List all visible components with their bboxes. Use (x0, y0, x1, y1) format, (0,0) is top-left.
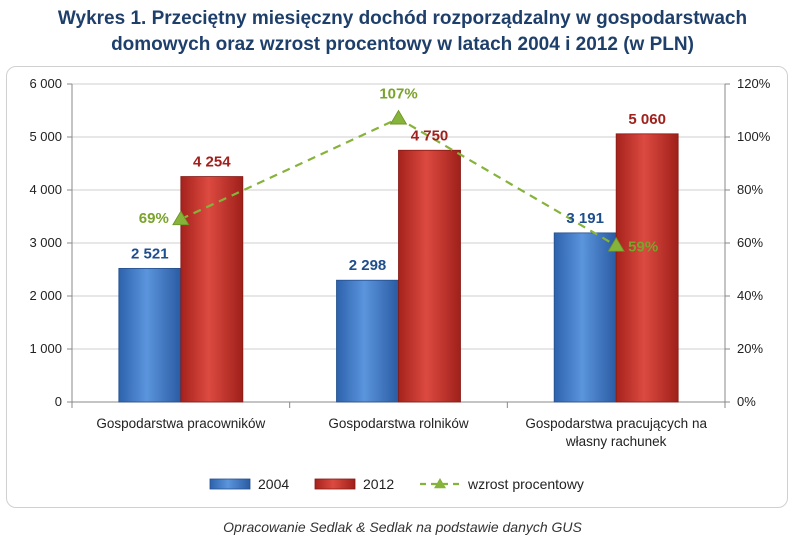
legend-label: 2004 (258, 476, 289, 492)
growth-line (172, 109, 625, 252)
bar-2012 (615, 133, 679, 403)
y-tick-label: 3 000 (29, 235, 62, 250)
legend-label: wzrost procentowy (467, 476, 584, 492)
y-tick-label: 2 000 (29, 288, 62, 303)
y-tick-label: 6 000 (29, 76, 62, 91)
axes: 0 1 000 2 000 3 000 4 000 5 000 6 000 0% 20% 40% 6… (29, 76, 770, 449)
bar-value-label: 4 750 (411, 127, 449, 144)
bar-2012 (180, 176, 244, 403)
y2-tick-label: 120% (737, 76, 771, 91)
x-category-label: Gospodarstwa rolników (328, 416, 469, 431)
legend-swatch-2012 (314, 478, 356, 490)
growth-value-label: 107% (379, 85, 417, 102)
x-category-label: Gospodarstwa pracowników (96, 416, 265, 431)
y2-tick-label: 80% (737, 182, 763, 197)
bar-value-label: 5 060 (628, 111, 666, 128)
chart-title: Wykres 1. Przeciętny miesięczny dochód r… (0, 6, 805, 58)
bars (118, 133, 679, 403)
growth-marker (607, 236, 625, 252)
source-note: Opracowanie Sedlak & Sedlak na podstawie… (223, 519, 582, 535)
growth-value-label: 59% (628, 239, 658, 256)
bar-value-label: 2 521 (131, 245, 169, 262)
y-tick-label: 5 000 (29, 129, 62, 144)
y2-tick-label: 100% (737, 129, 771, 144)
chart-title-line-1: Wykres 1. Przeciętny miesięczny dochód r… (57, 8, 748, 29)
legend: 2004 2012 wzrost procentowy (209, 476, 584, 492)
y2-tick-label: 40% (737, 288, 763, 303)
x-category-label: własny rachunek (565, 434, 667, 449)
chart-title-line-2: domowych oraz wzrost procentowy w latach… (111, 34, 694, 55)
y2-tick-label: 20% (737, 341, 763, 356)
legend-label: 2012 (363, 476, 394, 492)
legend-marker (434, 478, 446, 489)
bar-2012 (398, 149, 461, 403)
growth-marker (172, 210, 190, 226)
bar-2004 (336, 279, 399, 403)
y-tick-label: 4 000 (29, 182, 62, 197)
bar-2004 (118, 267, 182, 403)
data-labels: 2 521 4 254 2 298 4 750 3 191 5 060 69% 107% 59% (131, 85, 666, 274)
growth-value-label: 69% (139, 210, 169, 227)
y-tick-label: 0 (55, 394, 62, 409)
y2-tick-label: 60% (737, 235, 763, 250)
bar-value-label: 4 254 (193, 154, 231, 171)
bar-2004 (553, 232, 617, 403)
y2-tick-label: 0% (737, 394, 756, 409)
bar-value-label: 3 191 (566, 210, 604, 227)
x-category-label: Gospodarstwa pracujących na (525, 416, 707, 431)
growth-marker (389, 109, 408, 125)
legend-swatch-2004 (209, 478, 251, 490)
bar-value-label: 2 298 (349, 257, 387, 274)
y-tick-label: 1 000 (29, 341, 62, 356)
